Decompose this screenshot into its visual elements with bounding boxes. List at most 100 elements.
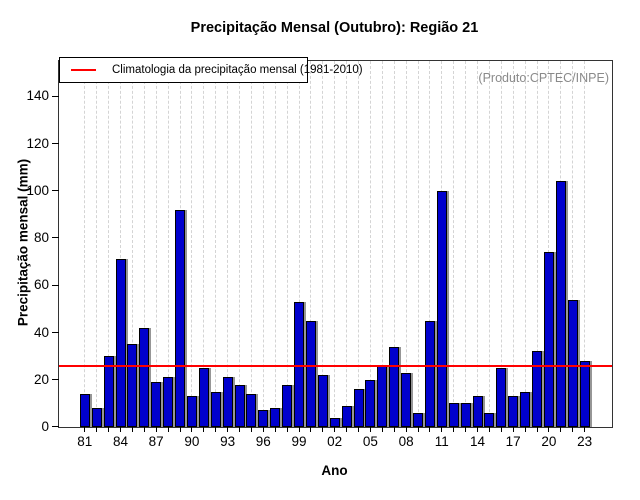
x-tick bbox=[84, 427, 86, 432]
x-tick bbox=[298, 427, 300, 432]
bar-97 bbox=[270, 408, 281, 427]
bar-91 bbox=[198, 367, 209, 427]
y-tick bbox=[52, 379, 59, 381]
bar-07 bbox=[389, 346, 400, 427]
y-tick-label: 40 bbox=[33, 324, 49, 340]
year-gridline bbox=[358, 61, 359, 427]
x-tick bbox=[286, 427, 288, 432]
legend-label: Climatologia da precipitação mensal (198… bbox=[112, 64, 363, 76]
x-tick bbox=[108, 427, 110, 432]
x-tick bbox=[524, 427, 526, 432]
bar-03 bbox=[341, 405, 352, 427]
bar-18 bbox=[520, 391, 531, 427]
x-tick bbox=[274, 427, 276, 432]
year-gridline bbox=[512, 61, 514, 427]
x-tick bbox=[393, 427, 395, 432]
year-gridline bbox=[96, 61, 98, 427]
bar-21 bbox=[555, 181, 566, 427]
y-tick bbox=[52, 426, 59, 428]
year-gridline bbox=[488, 61, 490, 427]
x-tick bbox=[417, 427, 419, 432]
x-tick bbox=[441, 427, 443, 432]
year-gridline bbox=[417, 61, 419, 427]
x-tick bbox=[262, 427, 264, 432]
year-gridline bbox=[131, 61, 133, 427]
x-tick bbox=[512, 427, 514, 432]
bar-81 bbox=[79, 393, 90, 427]
bar-15 bbox=[484, 412, 495, 427]
x-tick bbox=[465, 427, 467, 432]
bar-12 bbox=[448, 403, 459, 427]
x-tick-label: 20 bbox=[541, 434, 557, 449]
year-gridline bbox=[227, 61, 229, 427]
x-tick-label: 08 bbox=[398, 434, 414, 449]
year-gridline bbox=[262, 61, 264, 427]
bar-87 bbox=[151, 382, 162, 427]
year-gridline bbox=[346, 61, 348, 427]
bar-93 bbox=[222, 377, 233, 427]
bar-22 bbox=[567, 299, 578, 427]
y-tick bbox=[52, 142, 59, 144]
x-tick bbox=[322, 427, 324, 432]
year-gridline bbox=[203, 61, 205, 427]
x-tick bbox=[143, 427, 145, 432]
legend-line-sample bbox=[71, 69, 96, 71]
bar-01 bbox=[317, 375, 328, 427]
x-tick bbox=[369, 427, 371, 432]
year-gridline bbox=[381, 61, 383, 427]
x-tick bbox=[572, 427, 574, 432]
bar-89 bbox=[175, 209, 185, 427]
bar-98 bbox=[282, 384, 293, 427]
bar-10 bbox=[424, 320, 435, 427]
year-gridline bbox=[334, 61, 336, 427]
x-tick-label: 99 bbox=[291, 434, 307, 449]
bar-04 bbox=[353, 389, 364, 427]
bar-20 bbox=[543, 252, 554, 427]
year-gridline bbox=[286, 61, 288, 427]
x-tick bbox=[560, 427, 562, 432]
x-tick bbox=[584, 427, 586, 432]
y-tick bbox=[52, 95, 59, 97]
x-tick-label: 17 bbox=[505, 434, 521, 449]
year-gridline bbox=[548, 61, 550, 427]
bar-05 bbox=[365, 379, 376, 427]
year-gridline bbox=[143, 61, 145, 427]
x-tick bbox=[381, 427, 383, 432]
plot-area: 81 84 87 90 93 96 99 02 05 08 11 14 17 20 23 0 20 40 60 80 1… bbox=[26, 60, 613, 449]
x-tick bbox=[310, 427, 312, 432]
x-tick bbox=[346, 427, 348, 432]
bar-09 bbox=[413, 412, 423, 427]
x-tick bbox=[250, 427, 252, 432]
bar-96 bbox=[258, 410, 269, 427]
x-tick-label: 05 bbox=[362, 434, 378, 449]
year-gridline bbox=[250, 61, 252, 427]
year-gridline bbox=[477, 61, 478, 427]
x-tick bbox=[536, 427, 538, 432]
x-tick bbox=[96, 427, 98, 432]
y-tick-label: 0 bbox=[41, 419, 49, 434]
bar-00 bbox=[305, 320, 316, 427]
y-axis-title: Precipitação mensal (mm) bbox=[15, 158, 31, 327]
x-tick bbox=[548, 427, 550, 432]
bar-83 bbox=[103, 356, 114, 427]
bar-99 bbox=[294, 301, 304, 427]
x-tick-label: 02 bbox=[327, 434, 343, 449]
year-gridline bbox=[500, 61, 502, 427]
x-tick-label: 81 bbox=[77, 434, 93, 449]
x-tick-label: 84 bbox=[112, 434, 129, 449]
x-tick bbox=[167, 427, 169, 432]
x-tick bbox=[203, 427, 205, 432]
bar-14 bbox=[472, 396, 483, 427]
bar-92 bbox=[210, 391, 221, 427]
x-tick bbox=[191, 427, 193, 432]
x-tick bbox=[215, 427, 217, 432]
bar-95 bbox=[246, 393, 257, 427]
x-axis-title: Ano bbox=[321, 463, 348, 478]
bar-19 bbox=[532, 351, 542, 427]
x-tick bbox=[334, 427, 336, 432]
climatology-line bbox=[59, 364, 612, 367]
y-tick-label: 60 bbox=[33, 277, 49, 293]
chart-title: Precipitação Mensal (Outubro): Região 21 bbox=[190, 20, 479, 36]
y-tick bbox=[52, 331, 59, 333]
